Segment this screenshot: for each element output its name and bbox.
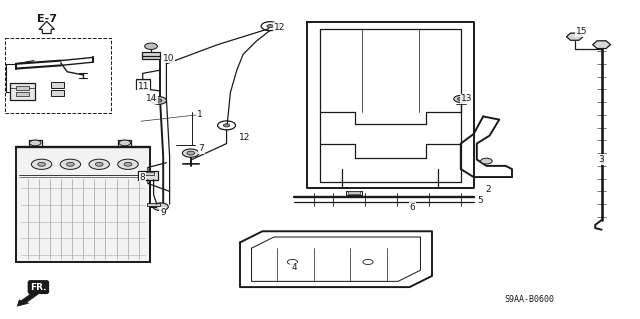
Text: E-7: E-7: [36, 13, 57, 24]
Bar: [346, 191, 362, 195]
Circle shape: [145, 43, 157, 49]
Circle shape: [153, 203, 168, 211]
Circle shape: [223, 124, 230, 127]
Circle shape: [156, 99, 162, 102]
Text: 8: 8: [140, 173, 145, 182]
Text: 6: 6: [410, 203, 415, 212]
Circle shape: [31, 159, 52, 169]
Bar: [142, 52, 160, 59]
Bar: [348, 191, 360, 194]
Text: 3: 3: [598, 155, 604, 164]
Text: FR.: FR.: [30, 283, 47, 292]
Circle shape: [481, 158, 492, 164]
Text: 12: 12: [274, 23, 285, 32]
Text: 4: 4: [291, 263, 297, 272]
Circle shape: [454, 95, 468, 102]
Circle shape: [67, 162, 74, 166]
Text: 5: 5: [477, 197, 483, 205]
FancyArrow shape: [39, 21, 54, 33]
Circle shape: [267, 25, 273, 28]
Circle shape: [60, 159, 81, 169]
Text: 1: 1: [197, 110, 203, 119]
Circle shape: [458, 97, 464, 100]
Circle shape: [29, 140, 41, 146]
Text: 10: 10: [163, 54, 175, 63]
Bar: [10, 83, 35, 100]
FancyArrow shape: [17, 293, 38, 306]
Text: 15: 15: [576, 27, 588, 36]
Circle shape: [38, 162, 45, 166]
Bar: [5, 38, 111, 113]
Circle shape: [151, 97, 166, 104]
Bar: [138, 171, 158, 180]
Text: 13: 13: [461, 94, 472, 103]
Bar: [51, 82, 64, 88]
Text: 14: 14: [146, 94, 157, 103]
Circle shape: [118, 159, 138, 169]
Circle shape: [119, 140, 131, 146]
Circle shape: [187, 151, 195, 155]
Bar: [16, 147, 150, 262]
Bar: [136, 79, 150, 89]
Circle shape: [89, 159, 109, 169]
Circle shape: [124, 162, 132, 166]
Bar: [51, 90, 64, 96]
Bar: [16, 92, 29, 96]
Circle shape: [95, 162, 103, 166]
Text: 9: 9: [160, 208, 166, 217]
Text: 7: 7: [198, 144, 204, 153]
Text: 12: 12: [239, 133, 250, 142]
Bar: [147, 203, 160, 206]
Bar: [16, 86, 29, 90]
Text: S9AA-B0600: S9AA-B0600: [504, 295, 554, 304]
Text: 11: 11: [138, 82, 149, 91]
Bar: [141, 172, 154, 175]
Circle shape: [182, 149, 199, 157]
Text: 2: 2: [485, 185, 491, 194]
